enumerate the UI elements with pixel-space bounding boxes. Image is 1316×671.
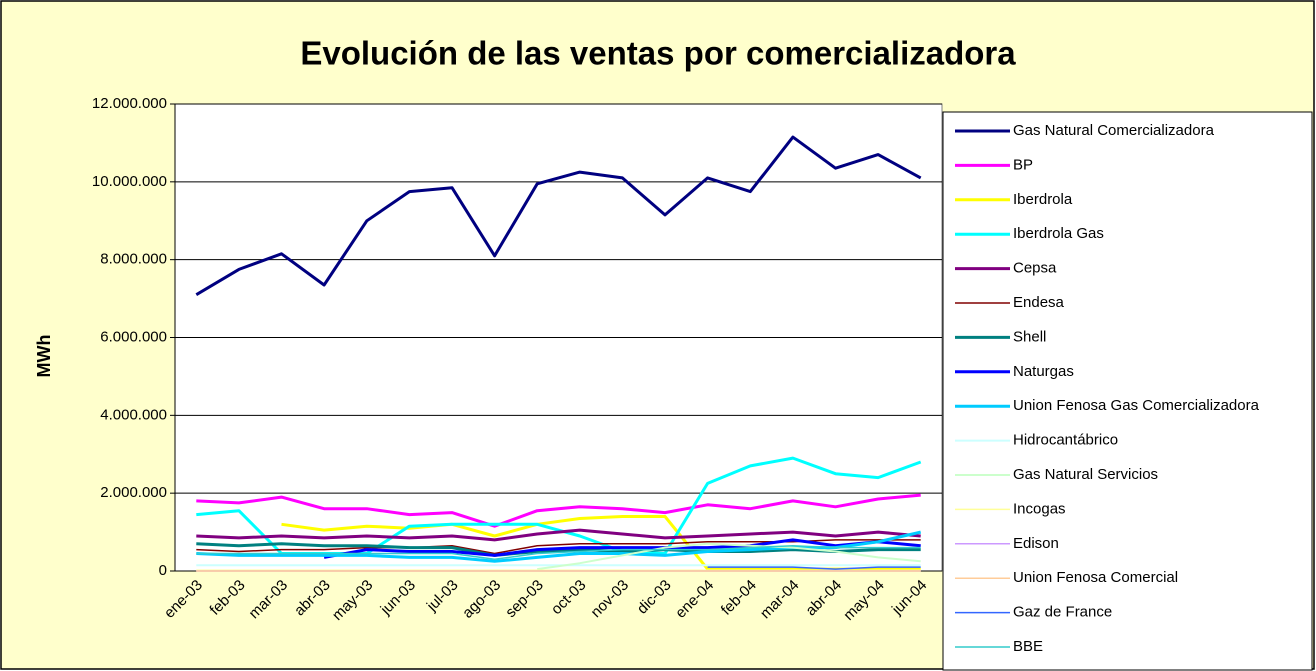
series-line [196,493,921,528]
series-line [196,544,921,561]
series-line [707,566,921,570]
legend-label: Shell [1013,328,1046,345]
legend-label: Cepsa [1013,260,1057,277]
legend-label: Naturgas [1013,363,1074,380]
legend-label: BBE [1013,638,1043,655]
y-axis-label: MWh [34,335,54,378]
legend-label: Edison [1013,535,1059,552]
y-tick-label: 0 [159,562,167,579]
legend-label: Gas Natural Servicios [1013,466,1158,483]
series-line [196,528,921,542]
legend-label: Union Fenosa Comercial [1013,569,1178,586]
chart-title: Evolución de las ventas por comercializa… [300,35,1016,72]
legend-label: BP [1013,156,1033,173]
y-tick-label: 2.000.000 [100,484,167,501]
y-tick-label: 10.000.000 [92,173,167,190]
y-tick-label: 12.000.000 [92,95,167,112]
legend-label: Gaz de France [1013,604,1112,621]
y-tick-label: 4.000.000 [100,406,167,423]
y-tick-label: 8.000.000 [100,251,167,268]
legend-label: Endesa [1013,294,1065,311]
legend-label: Iberdrola Gas [1013,225,1104,242]
y-tick-label: 6.000.000 [100,328,167,345]
series-line [195,135,922,296]
series-line [281,515,921,571]
legend-label: Hidrocantábrico [1013,432,1118,449]
series-line [537,542,921,571]
series-line [323,538,921,559]
legend-label: Union Fenosa Gas Comercializadora [1013,397,1260,414]
legend-label: Gas Natural Comercializadora [1013,122,1215,139]
legend-label: Iberdrola [1013,191,1073,208]
legend-box [942,111,1313,671]
series-line [196,542,921,557]
legend-label: Incogas [1013,500,1066,517]
